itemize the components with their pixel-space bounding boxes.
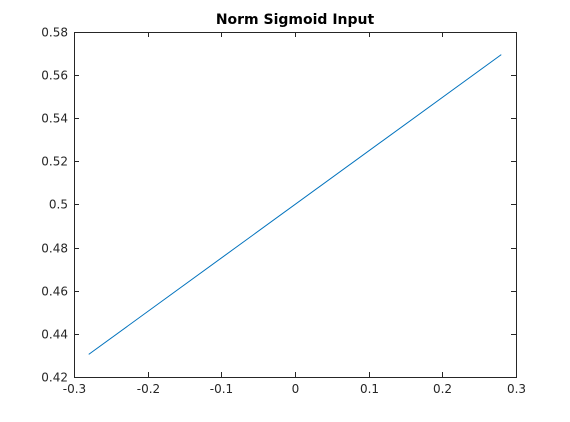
y-tick-label: 0.58 (41, 26, 68, 40)
x-tick-label: 0.3 (507, 382, 526, 396)
series-layer (88, 54, 502, 355)
series-line-1 (88, 54, 502, 355)
y-tick-label: 0.46 (41, 285, 68, 299)
y-tick-label: 0.52 (41, 155, 68, 169)
x-tick-label: 0 (292, 382, 300, 396)
x-tick-label: -0.2 (137, 382, 160, 396)
y-tick-label: 0.56 (41, 69, 68, 83)
y-tick-label: 0.54 (41, 112, 68, 126)
y-tick-label: 0.44 (41, 328, 68, 342)
chart-title: Norm Sigmoid Input (216, 12, 375, 28)
axes-layer: -0.3 -0.2 -0.1 0 0.1 0.2 0.3 0.42 0.44 0.46 0.48 0.… (41, 26, 526, 397)
y-tick-label: 0.5 (49, 198, 68, 212)
x-tick-label: -0.1 (210, 382, 233, 396)
x-tick-label: 0.1 (360, 382, 379, 396)
x-tick-label: 0.2 (433, 382, 452, 396)
x-tick-label: -0.3 (63, 382, 86, 396)
y-tick-label: 0.48 (41, 242, 68, 256)
y-tick-label: 0.42 (41, 371, 68, 385)
